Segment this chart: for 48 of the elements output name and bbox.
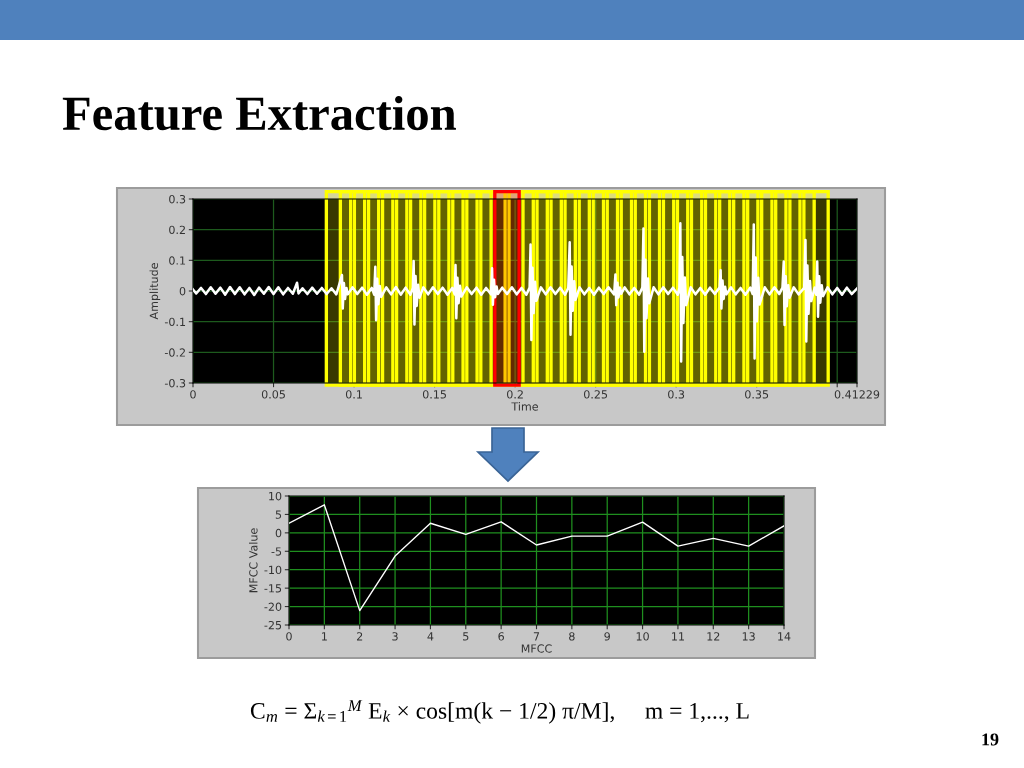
y-tick-label: 10	[269, 491, 282, 501]
y-tick-label: -15	[264, 584, 282, 593]
y-tick-label: 0.3	[169, 194, 186, 204]
x-tick-label: 0.3	[668, 390, 685, 399]
x-tick-label: 0.41229	[834, 390, 880, 399]
y-tick-label: -5	[271, 547, 282, 556]
line-series	[193, 221, 857, 363]
y-tick-label: -10	[264, 565, 282, 575]
x-tick-label: 4	[427, 632, 434, 641]
chart-title: Feature Extraction	[62, 95, 456, 131]
x-tick-label: 6	[498, 632, 504, 641]
x-axis-title: MFCC	[521, 644, 552, 653]
x-tick-label: 5	[463, 632, 469, 641]
y-tick-label: -20	[264, 602, 282, 611]
x-tick-label: 12	[707, 632, 720, 641]
y-tick-label: -0.3	[164, 378, 186, 388]
x-axis-title: Time	[511, 402, 538, 411]
x-tick-label: 10	[636, 632, 649, 641]
y-axis-title: Amplitude	[149, 263, 161, 320]
y-tick-label: 0.2	[169, 225, 185, 235]
y-tick-label: 5	[275, 510, 282, 519]
x-tick-label: 3	[392, 632, 398, 641]
y-tick-label: -0.1	[164, 317, 186, 327]
x-tick-label: 0.05	[261, 390, 285, 399]
text: C$_{m}$ = Σ$_{k=1}$$^{M}$ E$_{k}$ × cos[m(k − 1/2) π/M], m = 1,..., L	[250, 700, 749, 724]
y-tick-label: 0.1	[169, 256, 186, 265]
x-tick-label: 13	[742, 632, 755, 641]
x-tick-label: 0.25	[583, 390, 608, 399]
x-tick-label: 0.15	[422, 390, 446, 399]
x-tick-label: 1	[322, 632, 327, 641]
y-tick-label: 0	[179, 286, 186, 296]
x-tick-label: 0.35	[745, 390, 769, 399]
x-tick-label: 0	[190, 390, 196, 399]
line-series	[289, 504, 784, 612]
x-tick-label: 9	[604, 632, 610, 641]
y-tick-label: 0	[275, 528, 282, 538]
x-tick-label: 0	[286, 632, 292, 641]
x-tick-label: 7	[533, 632, 540, 641]
x-tick-label: 8	[569, 632, 575, 641]
x-tick-label: 2	[356, 632, 363, 641]
x-tick-label: 0.1	[345, 390, 362, 399]
y-tick-label: -0.2	[164, 348, 185, 357]
text: 19	[982, 733, 999, 746]
x-tick-label: 14	[778, 632, 791, 641]
x-tick-label: 0.2	[507, 390, 523, 399]
y-axis-title: MFCC Value	[248, 528, 258, 593]
y-tick-label: -25	[264, 620, 282, 630]
x-tick-label: 11	[672, 632, 684, 641]
